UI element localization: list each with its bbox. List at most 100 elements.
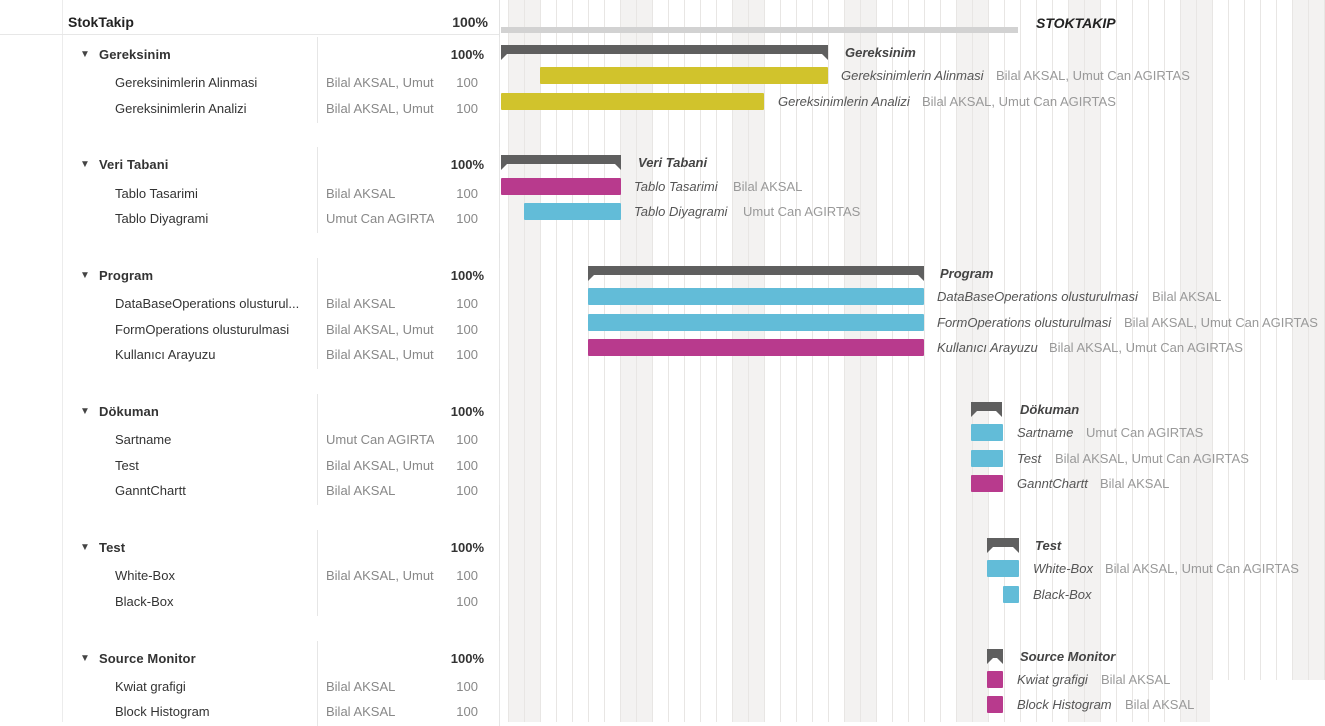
task-resources: Bilal AKSAL, Umut: [326, 347, 434, 362]
task-row[interactable]: White-Box Bilal AKSAL, Umut 100: [0, 566, 500, 586]
task-row[interactable]: DataBaseOperations olusturul... Bilal AKS…: [0, 294, 500, 314]
group-summary-bar[interactable]: [987, 538, 1019, 553]
task-name[interactable]: Black-Box: [115, 594, 174, 609]
group-chart-label: Dökuman: [1020, 402, 1080, 417]
day-gridline: [1276, 0, 1277, 722]
task-name[interactable]: Kwiat grafigi: [115, 679, 186, 694]
project-summary-bar[interactable]: [501, 27, 1018, 33]
group-summary-bar[interactable]: [987, 649, 1003, 664]
day-gridline: [1148, 0, 1149, 722]
task-percent: 100: [456, 296, 478, 311]
task-chart-resources: Bilal AKSAL, Umut Can AGIRTAS: [1049, 340, 1243, 355]
task-bar[interactable]: [987, 560, 1019, 577]
task-bar[interactable]: [588, 288, 924, 305]
collapse-toggle-icon[interactable]: ▼: [80, 406, 90, 417]
day-gridline: [780, 0, 781, 722]
task-percent: 100: [456, 458, 478, 473]
task-bar[interactable]: [501, 93, 764, 110]
group-percent: 100%: [450, 540, 484, 555]
task-row[interactable]: Sartname Umut Can AGIRTA 100: [0, 430, 500, 450]
task-row[interactable]: Tablo Tasarimi Bilal AKSAL 100: [0, 184, 500, 204]
group-chart-label: Veri Tabani: [638, 155, 708, 170]
group-row-2[interactable]: ▼ Program 100%: [0, 266, 500, 286]
task-name[interactable]: Kullanıcı Arayuzu: [115, 347, 216, 362]
task-bar[interactable]: [588, 339, 924, 356]
task-row[interactable]: Block Histogram Bilal AKSAL 100: [0, 702, 500, 722]
task-chart-resources: Umut Can AGIRTAS: [1086, 425, 1204, 440]
project-chart-label: STOKTAKIP: [1036, 15, 1116, 31]
task-name[interactable]: Gereksinimlerin Alinmasi: [115, 75, 258, 90]
group-row-4[interactable]: ▼ Test 100%: [0, 538, 500, 558]
group-row-3[interactable]: ▼ Dökuman 100%: [0, 402, 500, 422]
task-row[interactable]: Tablo Diyagrami Umut Can AGIRTA 100: [0, 209, 500, 229]
task-bar[interactable]: [524, 203, 621, 220]
group-row-5[interactable]: ▼ Source Monitor 100%: [0, 649, 500, 669]
task-chart-resources: Bilal AKSAL: [1125, 697, 1195, 712]
group-name[interactable]: Test: [99, 540, 126, 555]
collapse-toggle-icon[interactable]: ▼: [80, 159, 90, 170]
task-chart-label: Gereksinimlerin Analizi: [778, 94, 910, 109]
task-resources: Bilal AKSAL, Umut: [326, 458, 434, 473]
task-chart-label: Kullanıcı Arayuzu: [937, 340, 1038, 355]
task-name[interactable]: White-Box: [115, 568, 175, 583]
task-percent: 100: [456, 211, 478, 226]
day-gridline: [940, 0, 941, 722]
collapse-toggle-icon[interactable]: ▼: [80, 542, 90, 553]
task-name[interactable]: Tablo Diyagrami: [115, 211, 209, 226]
group-row-1[interactable]: ▼ Veri Tabani 100%: [0, 155, 500, 175]
group-name[interactable]: Program: [99, 268, 154, 283]
task-bar[interactable]: [588, 314, 924, 331]
group-chart-label: Gereksinim: [845, 45, 916, 60]
collapse-toggle-icon[interactable]: ▼: [80, 49, 90, 60]
task-chart-resources: Bilal AKSAL, Umut Can AGIRTAS: [996, 68, 1190, 83]
task-bar[interactable]: [987, 696, 1003, 713]
task-name[interactable]: Block Histogram: [115, 704, 210, 719]
group-name[interactable]: Dökuman: [99, 404, 159, 419]
column-divider-resources: [317, 641, 318, 726]
task-chart-label: Test: [1017, 451, 1042, 466]
day-gridline: [652, 0, 653, 722]
task-row[interactable]: Kwiat grafigi Bilal AKSAL 100: [0, 677, 500, 697]
group-summary-bar[interactable]: [501, 155, 621, 170]
task-bar[interactable]: [971, 424, 1003, 441]
task-bar[interactable]: [971, 475, 1003, 492]
day-gridline: [972, 0, 973, 722]
task-percent: 100: [456, 347, 478, 362]
task-name[interactable]: DataBaseOperations olusturul...: [115, 296, 300, 311]
column-divider-percent: [499, 530, 500, 616]
task-name[interactable]: GanntChartt: [115, 483, 186, 498]
collapse-toggle-icon[interactable]: ▼: [80, 653, 90, 664]
task-bar[interactable]: [1003, 586, 1019, 603]
group-name[interactable]: Veri Tabani: [99, 157, 169, 172]
group-name[interactable]: Source Monitor: [99, 651, 196, 666]
collapse-toggle-icon[interactable]: ▼: [80, 270, 90, 281]
project-name[interactable]: StokTakip: [68, 14, 134, 30]
task-row[interactable]: Kullanıcı Arayuzu Bilal AKSAL, Umut 100: [0, 345, 500, 365]
task-name[interactable]: Sartname: [115, 432, 172, 447]
task-resources: Umut Can AGIRTA: [326, 211, 434, 226]
task-chart-resources: Bilal AKSAL, Umut Can AGIRTAS: [1105, 561, 1299, 576]
task-row[interactable]: GanntChartt Bilal AKSAL 100: [0, 481, 500, 501]
task-name[interactable]: Tablo Tasarimi: [115, 186, 198, 201]
day-gridline: [1228, 0, 1229, 722]
group-summary-bar[interactable]: [971, 402, 1002, 417]
group-summary-bar[interactable]: [501, 45, 828, 60]
group-name[interactable]: Gereksinim: [99, 47, 171, 62]
group-row-0[interactable]: ▼ Gereksinim 100%: [0, 45, 500, 65]
task-row[interactable]: Black-Box 100: [0, 592, 500, 612]
task-row[interactable]: Gereksinimlerin Analizi Bilal AKSAL, Umut…: [0, 99, 500, 119]
task-name[interactable]: Gereksinimlerin Analizi: [115, 101, 247, 116]
task-percent: 100: [456, 704, 478, 719]
group-summary-bar[interactable]: [588, 266, 924, 281]
task-name[interactable]: Test: [115, 458, 139, 473]
day-gridline: [1068, 0, 1069, 722]
task-row[interactable]: FormOperations olusturulmasi Bilal AKSAL,…: [0, 320, 500, 340]
task-bar[interactable]: [971, 450, 1003, 467]
day-gridline: [812, 0, 813, 722]
task-row[interactable]: Test Bilal AKSAL, Umut 100: [0, 456, 500, 476]
task-name[interactable]: FormOperations olusturulmasi: [115, 322, 290, 337]
task-bar[interactable]: [540, 67, 828, 84]
task-bar[interactable]: [987, 671, 1003, 688]
task-row[interactable]: Gereksinimlerin Alinmasi Bilal AKSAL, Umu…: [0, 73, 500, 93]
task-bar[interactable]: [501, 178, 621, 195]
